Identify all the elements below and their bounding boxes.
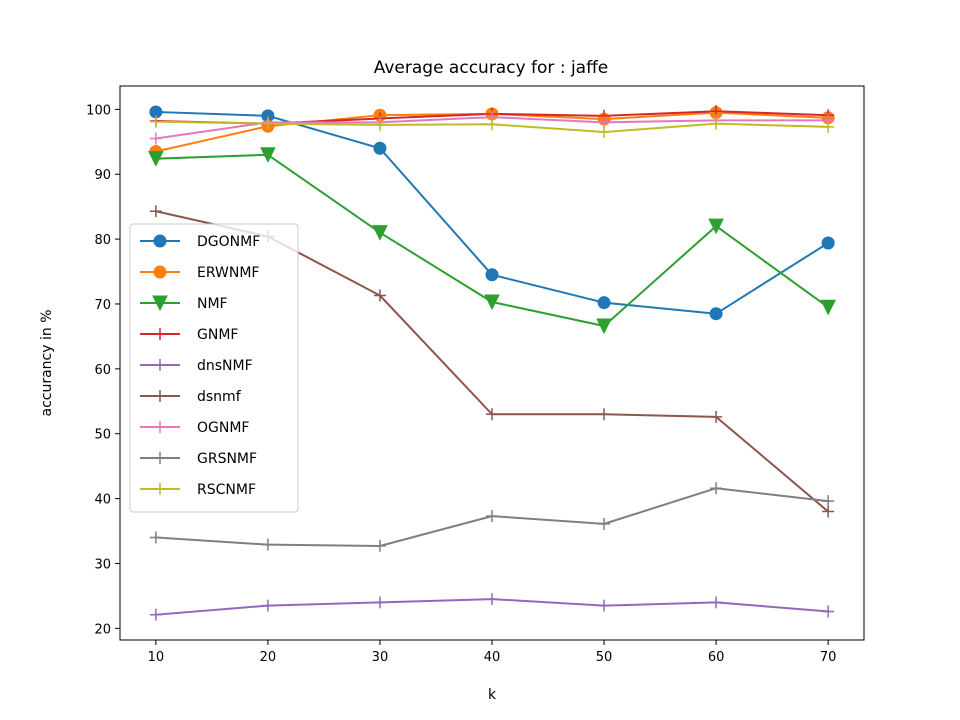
data-point-dsnmf — [598, 408, 611, 421]
data-point-rscnmf — [149, 115, 162, 128]
legend-label-dsnmf: dsnmf — [197, 389, 242, 405]
y-tick-label: 90 — [94, 168, 111, 183]
legend-box — [129, 223, 299, 513]
data-point-dgonmf — [597, 296, 611, 310]
data-point-dsnmf — [822, 505, 835, 518]
data-point-rscnmf — [373, 118, 386, 131]
legend-label-dgonmf: DGONMF — [197, 234, 260, 250]
data-point-dsnmf — [149, 205, 162, 218]
legend-label-ognmf: OGNMF — [197, 420, 249, 436]
y-tick-label: 100 — [86, 103, 111, 118]
data-point-grsnmf — [261, 538, 274, 551]
data-point-rscnmf — [822, 120, 835, 133]
data-point-dnsnmf — [598, 599, 611, 612]
data-point-grsnmf — [149, 531, 162, 544]
chart-title: Average accuracy for : jaffe — [374, 58, 609, 78]
data-point-dsnmf — [486, 408, 498, 421]
data-point-grsnmf — [710, 482, 723, 495]
data-point-dnsnmf — [486, 593, 498, 606]
legend-marker-grsnmf — [154, 452, 166, 464]
data-point-nmf — [820, 299, 836, 316]
x-tick-label: 50 — [596, 650, 613, 665]
y-tick-label: 40 — [94, 493, 111, 508]
data-point-rscnmf — [598, 126, 611, 139]
x-tick-label: 60 — [708, 650, 725, 665]
legend: DGONMF ERWNMF NMF GNMF dnsNMF dsnmf OGNMF GRSNM… — [129, 223, 299, 513]
legend-label-rscnmf: RSCNMF — [197, 482, 256, 498]
data-point-dsnmf — [373, 289, 386, 302]
data-point-nmf — [372, 225, 388, 241]
legend-marker-rscnmf — [154, 483, 166, 495]
x-axis-label: k — [488, 687, 497, 703]
data-point-dnsnmf — [822, 605, 835, 618]
series-markers — [148, 105, 836, 621]
legend-marker-dgonmf — [153, 234, 167, 248]
legend-marker-nmf — [152, 295, 168, 312]
data-point-dnsnmf — [373, 596, 386, 609]
y-tick-label: 50 — [94, 428, 111, 443]
data-point-nmf — [596, 318, 612, 335]
data-point-nmf — [484, 294, 500, 311]
data-point-dgonmf — [821, 236, 835, 250]
data-point-grsnmf — [373, 539, 386, 552]
x-tick-label: 70 — [820, 650, 837, 665]
legend-marker-ognmf — [154, 421, 166, 433]
y-tick-label: 30 — [94, 557, 111, 572]
y-tick-label: 70 — [94, 298, 111, 313]
data-point-grsnmf — [822, 495, 835, 508]
data-point-dnsnmf — [710, 596, 723, 609]
data-point-dgonmf — [709, 307, 723, 321]
y-tick-label: 60 — [94, 363, 111, 378]
axis-ticks: 10 20 30 40 50 60 70 20 30 40 50 60 70 80 90 100 — [86, 103, 836, 665]
data-point-dsnmf — [710, 410, 723, 423]
data-point-dnsnmf — [261, 599, 274, 612]
legend-marker-gnmf — [154, 328, 166, 340]
legend-label-nmf: NMF — [197, 296, 228, 312]
data-point-nmf — [708, 218, 724, 235]
data-point-rscnmf — [261, 117, 274, 130]
legend-label-gnmf: GNMF — [197, 327, 238, 343]
y-axis-label: accurancy in % — [39, 309, 55, 416]
data-point-nmf — [148, 151, 164, 167]
legend-label-dnsnmf: dnsNMF — [197, 358, 253, 374]
data-point-grsnmf — [486, 510, 498, 523]
data-point-dgonmf — [485, 268, 499, 282]
y-tick-label: 20 — [94, 622, 111, 637]
data-point-rscnmf — [710, 117, 723, 130]
x-tick-label: 30 — [372, 650, 389, 665]
legend-label-grsnmf: GRSNMF — [197, 451, 257, 467]
legend-marker-dnsnmf — [154, 359, 166, 371]
legend-label-erwnmf: ERWNMF — [197, 265, 259, 281]
data-point-grsnmf — [598, 517, 611, 530]
legend-marker-erwnmf — [153, 265, 167, 279]
x-tick-label: 20 — [260, 650, 277, 665]
data-point-nmf — [260, 147, 276, 163]
x-tick-label: 40 — [484, 650, 501, 665]
x-tick-label: 10 — [148, 650, 165, 665]
data-point-dnsnmf — [149, 608, 162, 621]
data-point-rscnmf — [486, 118, 498, 131]
legend-marker-dsnmf — [154, 390, 166, 402]
data-point-dgonmf — [373, 141, 387, 155]
plot-area-frame — [119, 85, 865, 641]
data-point-ognmf — [149, 132, 162, 145]
y-tick-label: 80 — [94, 233, 111, 248]
